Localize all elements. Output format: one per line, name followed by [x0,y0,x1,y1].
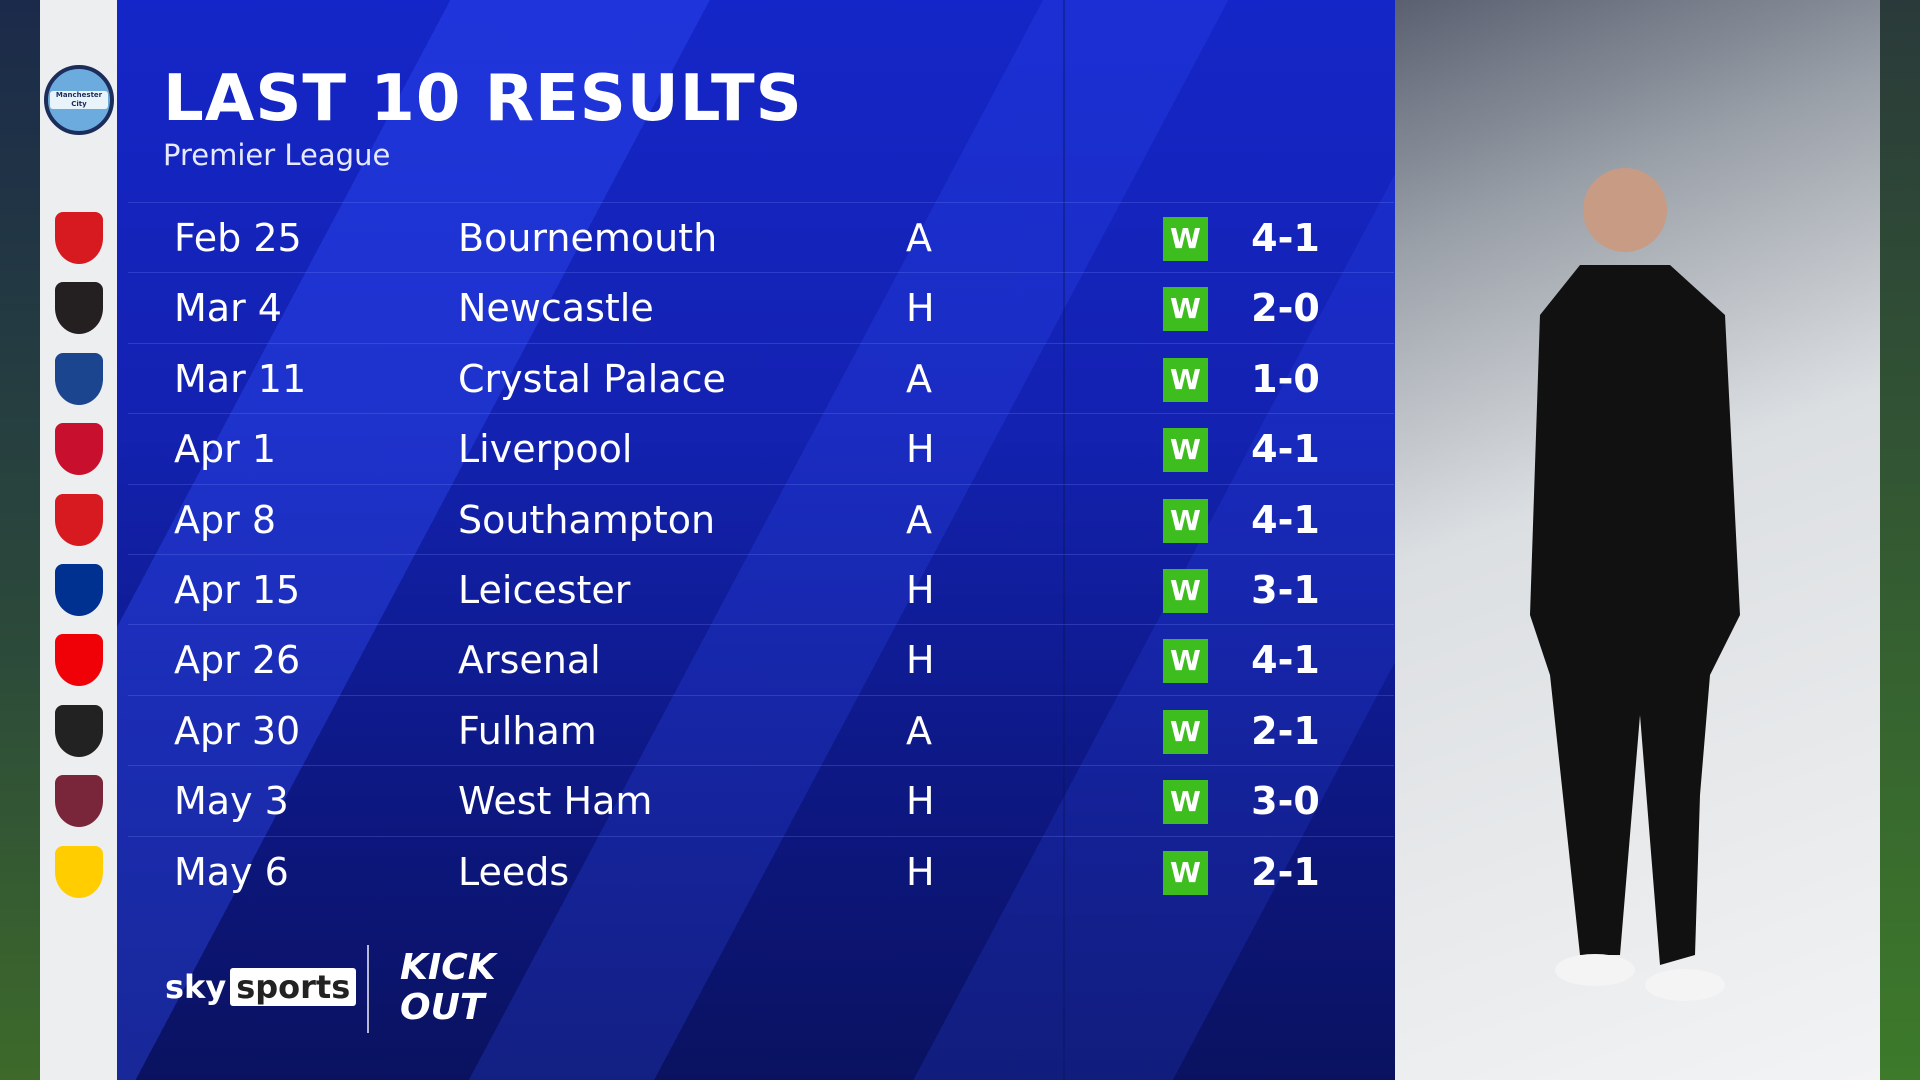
result-row: Feb 25 Bournemouth A W 4-1 [128,202,1394,272]
result-row: Apr 8 Southampton A W 4-1 [128,483,1394,554]
team-name: Manchester City [50,91,108,109]
result-row: Apr 15 Leicester H W 3-1 [128,554,1394,624]
match-date: Feb 25 [174,216,302,260]
opponent-crest-icon [55,282,103,335]
stadium-background-right [1880,0,1920,1080]
result-badge: W [1163,709,1208,754]
stadium-background-left [0,0,40,1080]
sky-logo-text: sky [165,968,227,1006]
opponent-name: Crystal Palace [458,356,726,401]
opponent-name: Southampton [458,497,716,542]
opponent-name: Newcastle [458,286,654,331]
opponent-name: Fulham [458,708,597,753]
match-date: Apr 30 [174,708,301,753]
result-badge: W [1163,639,1208,684]
opponent-crest-icon [55,634,103,687]
result-row: Apr 1 Liverpool H W 4-1 [128,413,1394,483]
result-badge: W [1163,287,1208,332]
opponent-crest-icon [55,775,103,828]
opponent-name: Bournemouth [458,216,718,260]
opponent-name: Leicester [458,568,631,612]
opponent-crest-icon [55,564,103,616]
result-row: May 6 Leeds H W 2-1 [128,835,1394,906]
opponent-name: Leeds [458,849,570,894]
score: 1-0 [1251,356,1320,401]
venue: H [906,568,935,612]
match-date: May 3 [174,779,289,824]
venue: A [906,708,932,753]
opponent-name: Arsenal [458,638,601,683]
result-row: Apr 26 Arsenal H W 4-1 [128,624,1394,694]
venue: H [906,638,935,683]
venue: H [906,779,935,824]
opponent-name: Liverpool [458,427,633,472]
venue: H [906,427,935,472]
venue: A [906,356,932,401]
manager-figure [1530,168,1740,1001]
result-badge: W [1163,780,1208,825]
competition-subtitle: Premier League [163,138,391,172]
match-date: Apr 26 [174,638,301,683]
opponent-crest-icon [55,493,103,546]
result-badge: W [1163,569,1208,613]
score: 4-1 [1251,216,1320,260]
score: 4-1 [1251,638,1320,683]
sports-logo-text: sports [230,968,357,1006]
match-date: Mar 4 [174,286,282,331]
column-divider [1063,0,1065,1080]
venue: A [906,216,932,260]
manager-photo [1395,0,1880,1080]
score: 3-0 [1251,779,1320,824]
result-row: Apr 30 Fulham A W 2-1 [128,694,1394,765]
opponent-crest-icon [55,352,103,405]
opponent-crest-icon [55,704,103,757]
opponent-crest-icon [55,423,103,476]
match-date: Apr 15 [174,568,301,612]
kick-it-out-logo: KICK OUT [400,948,496,1028]
match-date: May 6 [174,849,289,894]
match-date: Apr 1 [174,427,276,472]
score: 3-1 [1251,568,1320,612]
opponent-crest-icon [55,845,103,898]
venue: H [906,849,935,894]
score: 2-1 [1251,708,1320,753]
page-title: LAST 10 RESULTS [163,62,803,136]
result-badge: W [1163,850,1208,895]
result-row: Mar 4 Newcastle H W 2-0 [128,272,1394,342]
sky-sports-logo: sky sports [165,968,357,1006]
venue: A [906,497,932,542]
score: 4-1 [1251,497,1320,542]
result-badge: W [1163,428,1208,473]
venue: H [906,286,935,331]
logo-separator [367,945,369,1033]
match-date: Mar 11 [174,356,307,401]
score: 2-1 [1251,849,1320,894]
opponent-crest-icon [55,212,103,264]
result-badge: W [1163,217,1208,261]
score: 4-1 [1251,427,1320,472]
result-row: Mar 11 Crystal Palace A W 1-0 [128,342,1394,413]
match-date: Apr 8 [174,497,276,542]
result-row: May 3 West Ham H W 3-0 [128,765,1394,835]
score: 2-0 [1251,286,1320,331]
kickout-text-top: KICK [400,947,496,988]
result-badge: W [1163,498,1208,543]
result-badge: W [1163,357,1208,402]
kickout-text-bottom: OUT [400,987,485,1028]
opponent-name: West Ham [458,779,653,824]
manchester-city-crest-icon: Manchester City [44,65,114,135]
